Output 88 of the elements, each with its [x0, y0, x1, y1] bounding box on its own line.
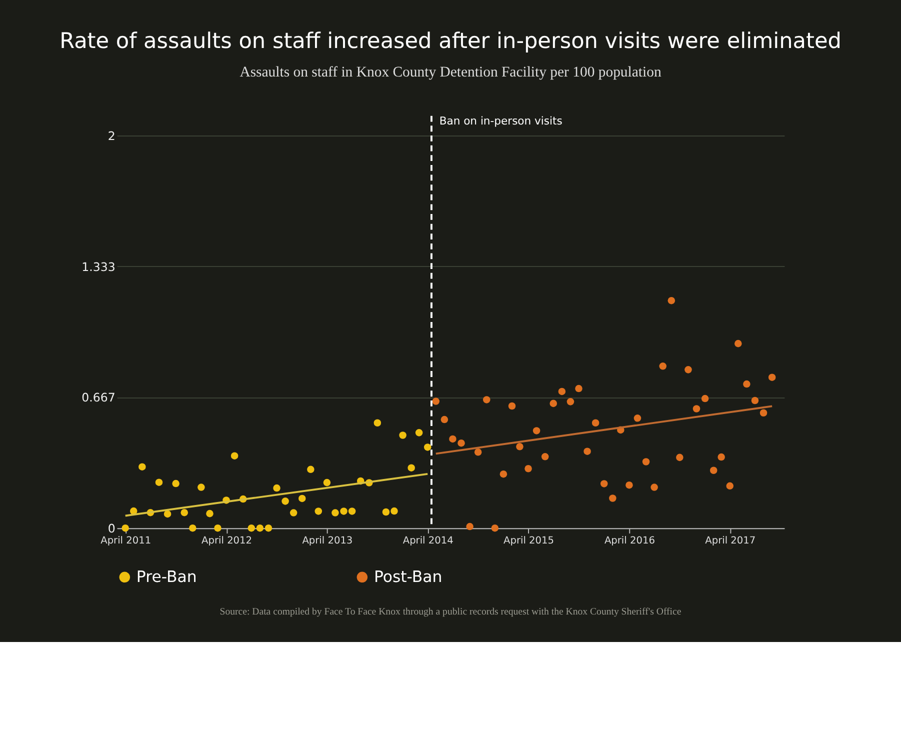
- point: [323, 478, 331, 486]
- source-note: Source: Data compiled by Face To Face Knox through a public records request with the Knox County Sheriff's Office: [220, 606, 682, 618]
- point: [230, 452, 238, 460]
- y-tick-label: 0.667: [82, 390, 116, 405]
- point: [382, 508, 390, 516]
- point: [626, 481, 633, 489]
- point: [532, 427, 540, 434]
- point: [449, 435, 456, 443]
- x-tick-label: April 2012: [202, 535, 252, 546]
- point: [264, 524, 272, 532]
- point: [524, 464, 532, 472]
- point: [206, 510, 214, 518]
- point: [155, 478, 163, 486]
- point: [138, 463, 146, 470]
- point: [575, 384, 582, 392]
- point: [415, 429, 423, 436]
- point: [474, 448, 482, 456]
- x-tick-label: April 2016: [604, 535, 655, 546]
- point: [701, 394, 709, 402]
- point: [659, 362, 666, 370]
- point: [743, 380, 750, 388]
- ref-line-label: Ban on in-person visits: [439, 114, 563, 128]
- point: [726, 482, 734, 490]
- point: [248, 524, 256, 532]
- point: [541, 453, 549, 460]
- point: [290, 509, 298, 516]
- point: [718, 453, 725, 461]
- point: [399, 432, 406, 439]
- point: [390, 507, 398, 515]
- point: [198, 484, 205, 491]
- point: [273, 484, 280, 492]
- point: [458, 439, 465, 447]
- point: [408, 464, 415, 472]
- y-tick-label: 1.333: [82, 260, 116, 274]
- point: [172, 480, 180, 488]
- point: [710, 466, 718, 474]
- point: [692, 405, 700, 412]
- point: [307, 466, 314, 474]
- point: [558, 388, 566, 396]
- point: [374, 419, 382, 427]
- x-tick-label: April 2013: [302, 535, 353, 546]
- point: [684, 366, 692, 374]
- point: [550, 400, 558, 408]
- point: [440, 416, 448, 424]
- point: [164, 510, 172, 518]
- point: [348, 508, 356, 515]
- point: [424, 444, 432, 451]
- point: [466, 522, 474, 530]
- point: [609, 494, 616, 502]
- point: [482, 396, 490, 404]
- point: [180, 508, 188, 516]
- point: [298, 494, 306, 502]
- point: [734, 340, 742, 348]
- point: [751, 396, 759, 404]
- x-tick-label: April 2014: [402, 535, 454, 546]
- point: [340, 508, 348, 515]
- point: [314, 508, 322, 515]
- point: [432, 398, 440, 405]
- point: [600, 480, 608, 488]
- point: [214, 524, 222, 532]
- point: [189, 524, 196, 532]
- point: [668, 296, 676, 304]
- point: [508, 402, 516, 410]
- point: [332, 509, 339, 516]
- point: [516, 442, 524, 450]
- point: [566, 398, 574, 406]
- point: [592, 419, 600, 427]
- y-tick-label: 0: [108, 522, 116, 536]
- x-tick-label: April 2015: [504, 535, 554, 546]
- chart-title: Rate of assaults on staff increased after in-person visits were eliminated: [60, 29, 842, 54]
- point: [491, 524, 499, 532]
- point: [122, 524, 129, 532]
- point: [584, 448, 591, 455]
- point: [768, 374, 776, 381]
- point: [676, 454, 684, 462]
- chart-subtitle: Assaults on staff in Knox County Detention Facility per 100 population: [240, 64, 662, 81]
- point: [634, 414, 642, 422]
- point: [282, 498, 289, 505]
- x-tick-label: April 2017: [705, 535, 756, 546]
- point: [256, 524, 264, 532]
- x-tick-label: April 2011: [100, 535, 152, 546]
- point: [650, 484, 658, 491]
- point: [500, 470, 508, 478]
- point: [642, 458, 650, 466]
- point: [760, 409, 768, 416]
- y-tick-label: 2: [108, 128, 116, 143]
- legend-label: Pre-Ban: [136, 567, 197, 586]
- legend-label: Post-Ban: [374, 567, 442, 586]
